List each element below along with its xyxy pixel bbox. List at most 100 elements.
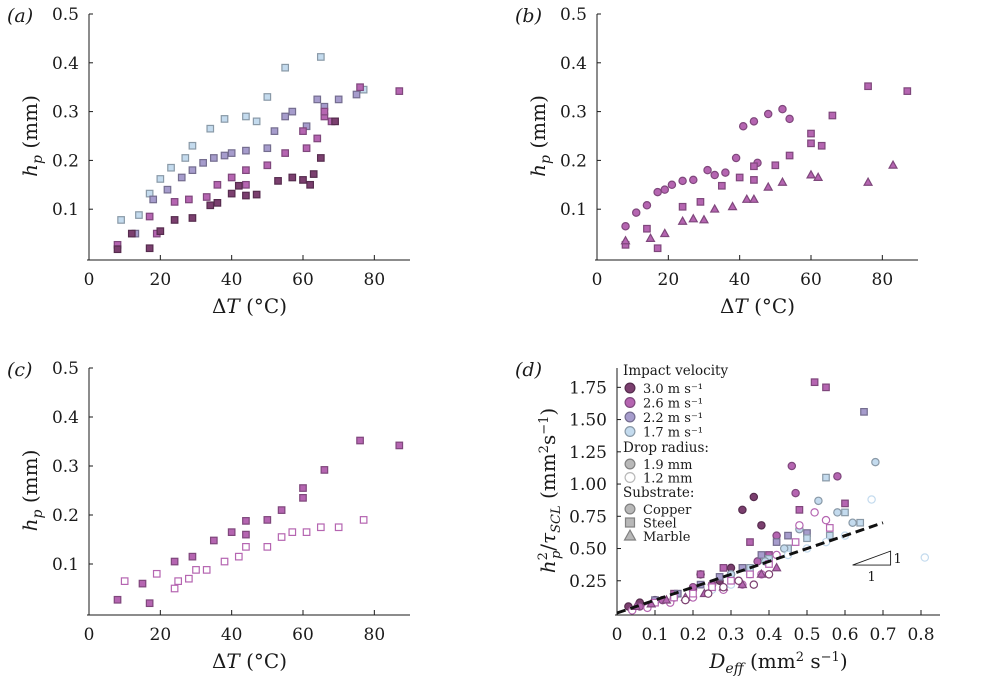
- data-point-circle: [749, 117, 759, 126]
- x-tick-label: 60: [800, 270, 822, 290]
- legend-label-velocity: 2.6 m s⁻¹: [643, 397, 703, 412]
- y-axis-label: hp (mm): [526, 95, 554, 177]
- x-axis-label: ΔT (°C): [212, 649, 287, 673]
- legend-label-substrate: Copper: [643, 503, 692, 518]
- data-point-square: [127, 229, 136, 238]
- slope-label-vertical: 1: [893, 552, 901, 567]
- data-point-square: [170, 198, 179, 206]
- x-axis-label: ΔT (°C): [212, 294, 287, 318]
- data-point-square: [903, 87, 912, 95]
- data-point-triangle: [620, 235, 631, 245]
- data-point-square: [689, 589, 697, 598]
- data-point-square: [174, 577, 183, 586]
- data-point-circle: [787, 461, 797, 471]
- data-point-triangle: [677, 215, 688, 225]
- data-point-square: [270, 127, 279, 135]
- data-point-square: [288, 528, 297, 537]
- data-point-square: [156, 175, 165, 183]
- data-point-square: [653, 244, 662, 253]
- data-point-square: [145, 599, 154, 608]
- legend-marker-square: [624, 517, 636, 528]
- data-point-square: [202, 193, 211, 201]
- data-point-circle: [871, 457, 880, 467]
- data-point-square: [263, 144, 272, 153]
- x-tick-label: 0.4: [755, 625, 782, 645]
- data-point-circle: [848, 518, 857, 527]
- data-point-circle: [689, 175, 698, 185]
- y-tick-label: 0.4: [52, 408, 79, 428]
- panel-label: (c): [7, 359, 32, 381]
- data-point-circle: [642, 201, 652, 210]
- x-tick-label: 20: [150, 625, 172, 645]
- data-point-square: [302, 528, 311, 537]
- data-point-square: [746, 570, 754, 579]
- x-tick-label: 0.3: [717, 625, 744, 645]
- legend-marker-circle: [624, 503, 636, 515]
- x-axis-label: ΔT (°C): [720, 294, 795, 318]
- legend: Impact velocity 3.0 m s⁻¹2.6 m s⁻¹2.2 m s…: [623, 363, 728, 545]
- data-point-square: [149, 195, 158, 204]
- data-point-square: [708, 583, 716, 592]
- data-point-square: [856, 518, 865, 527]
- data-point-circle: [757, 521, 766, 530]
- y-tick-label: 0.75: [569, 507, 607, 527]
- data-point-square: [188, 214, 197, 222]
- data-point-circle: [810, 508, 819, 517]
- data-point-circle: [721, 168, 730, 177]
- x-tick-label: 0.2: [679, 625, 706, 645]
- data-point-circle: [920, 553, 930, 562]
- data-point-square: [242, 112, 250, 121]
- data-point-square: [795, 505, 804, 514]
- data-point-square: [202, 566, 211, 574]
- data-point-triangle: [709, 203, 720, 213]
- data-point-circle: [785, 114, 794, 124]
- data-point-circle: [703, 165, 712, 175]
- panel-c: (c) 0 20 40 60 80 0.1 0.2 0.3 0.4 0.5 ΔT (°C) hp (mm…: [7, 359, 410, 673]
- data-point-triangle: [659, 228, 670, 238]
- legend-marker-triangle: [623, 528, 637, 541]
- data-point-square: [791, 538, 800, 546]
- legend-label-velocity: 2.2 m s⁻¹: [643, 411, 703, 426]
- data-point-square: [252, 190, 261, 199]
- data-point-square: [785, 151, 794, 160]
- x-tick-label: 20: [150, 270, 172, 290]
- data-point-circle: [678, 176, 687, 186]
- data-point-circle: [667, 180, 677, 190]
- y-axis-label: h2p/τSCL (mm2s−1): [536, 408, 564, 573]
- x-tick-label: 60: [292, 625, 314, 645]
- data-point-square: [156, 227, 165, 236]
- x-tick-label: 40: [221, 270, 243, 290]
- data-point-square: [841, 508, 849, 517]
- data-point-square: [316, 523, 325, 532]
- data-point-square: [320, 466, 329, 474]
- data-point-square: [242, 542, 250, 551]
- data-point-circle: [833, 508, 842, 517]
- y-tick-label: 0.5: [560, 5, 587, 25]
- legend-label-radius: 1.9 mm: [643, 458, 692, 473]
- data-point-triangle: [727, 201, 738, 211]
- data-point-circle: [791, 488, 800, 498]
- legend-label-velocity: 1.7 m s⁻¹: [643, 426, 703, 441]
- data-point-square: [750, 162, 758, 171]
- data-point-square: [206, 124, 215, 133]
- data-point-square: [316, 53, 325, 61]
- legend-marker-velocity: [624, 397, 636, 409]
- data-point-square: [277, 506, 286, 514]
- x-tick-label: 60: [292, 270, 314, 290]
- x-tick-label: 20: [658, 270, 680, 290]
- data-point-square: [822, 383, 830, 392]
- data-point-circle: [795, 521, 804, 530]
- data-point-square: [192, 566, 200, 574]
- data-point-square: [220, 115, 229, 123]
- data-point-square: [188, 141, 197, 150]
- data-point-square: [807, 139, 815, 148]
- data-point-triangle: [813, 172, 824, 181]
- data-point-square: [117, 216, 125, 224]
- data-point-circle: [833, 472, 842, 481]
- data-point-square: [715, 573, 724, 581]
- panel-a: (a) 0 20 40 60 80 0.1 0.2 0.3 0.4 0.5 ΔT (°C) hp (mm…: [7, 5, 410, 318]
- data-point-square: [242, 180, 250, 189]
- data-point-square: [170, 216, 179, 224]
- legend-label-substrate: Marble: [643, 530, 691, 545]
- x-tick-label: 80: [364, 625, 386, 645]
